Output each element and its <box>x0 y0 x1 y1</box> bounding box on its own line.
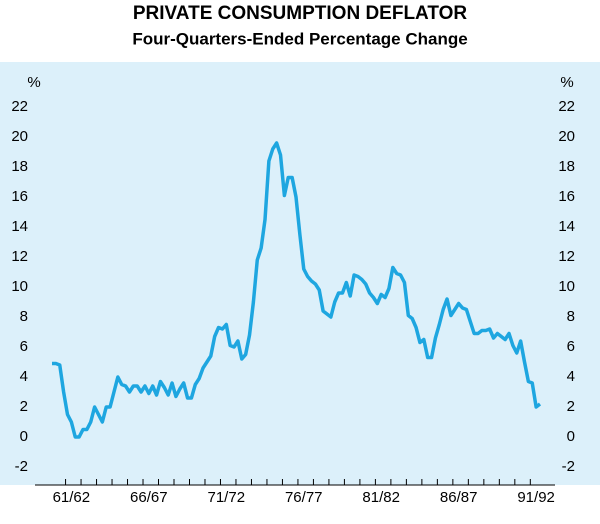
y-tick-label: 16 <box>11 188 28 205</box>
y2-tick-label: 18 <box>558 158 575 175</box>
y2-tick-label: 14 <box>558 218 575 235</box>
y-tick-label: 20 <box>11 128 28 145</box>
y2-tick-label: 4 <box>567 368 575 385</box>
chart-title: PRIVATE CONSUMPTION DEFLATOR <box>133 3 468 24</box>
y-tick-label: 14 <box>11 218 28 235</box>
x-tick-label: 66/67 <box>130 489 168 506</box>
y2-tick-label: 12 <box>558 248 575 265</box>
y2-axis-label: % <box>560 74 573 91</box>
x-tick-label: 71/72 <box>208 489 246 506</box>
x-tick-label: 91/92 <box>517 489 555 506</box>
y-tick-label: 12 <box>11 248 28 265</box>
x-tick-label: 81/82 <box>362 489 400 506</box>
y2-tick-label: 2 <box>567 398 575 415</box>
y2-tick-label: 10 <box>558 278 575 295</box>
y-tick-label: 18 <box>11 158 28 175</box>
x-tick-label: 86/87 <box>440 489 478 506</box>
y-tick-label: 22 <box>11 98 28 115</box>
chart-subtitle: Four-Quarters-Ended Percentage Change <box>132 29 467 48</box>
y-tick-label: 2 <box>20 398 28 415</box>
y2-tick-label: 8 <box>567 308 575 325</box>
y-axis-label: % <box>27 74 40 91</box>
y-tick-label: -2 <box>15 458 28 475</box>
y2-tick-label: 22 <box>558 98 575 115</box>
x-tick-label: 76/77 <box>285 489 323 506</box>
data-line <box>52 141 542 439</box>
y-tick-label: 6 <box>20 338 28 355</box>
y-tick-label: 0 <box>20 428 28 445</box>
y-tick-label: 10 <box>11 278 28 295</box>
y-tick-label: 4 <box>20 368 28 385</box>
x-tick-label: 61/62 <box>53 489 91 506</box>
y2-tick-label: -2 <box>562 458 575 475</box>
y2-tick-label: 6 <box>567 338 575 355</box>
y2-tick-label: 0 <box>567 428 575 445</box>
y-tick-label: 8 <box>20 308 28 325</box>
y2-tick-label: 20 <box>558 128 575 145</box>
y2-tick-label: 16 <box>558 188 575 205</box>
